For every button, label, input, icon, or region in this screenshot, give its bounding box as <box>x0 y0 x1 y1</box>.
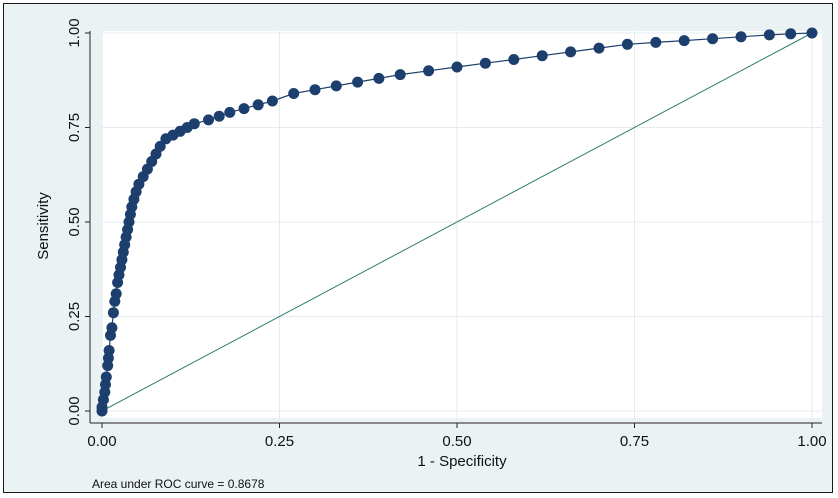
roc-point <box>451 61 463 73</box>
roc-point <box>806 27 818 39</box>
x-tick-label: 0.25 <box>265 433 294 450</box>
roc-chart: 0.00 0.25 0.50 0.75 1.00 0.00 0.25 0.50 0.75 1.0… <box>35 18 827 491</box>
roc-point <box>565 46 577 58</box>
x-tick-label: 0.75 <box>620 433 649 450</box>
roc-point <box>107 307 119 319</box>
chart-frame: 0.00 0.25 0.50 0.75 1.00 0.00 0.25 0.50 0.75 1.0… <box>3 3 833 493</box>
y-tick-label: 0.00 <box>66 396 83 425</box>
roc-point <box>650 36 662 48</box>
grid-lines <box>101 31 822 418</box>
plot-area <box>102 31 822 418</box>
roc-point <box>252 99 264 111</box>
roc-point <box>621 38 633 50</box>
roc-point <box>508 54 520 65</box>
y-axis-label: Sensitivity <box>35 192 52 260</box>
auc-note: Area under ROC curve = 0.8678 <box>92 477 265 491</box>
roc-point <box>785 28 797 40</box>
x-tick-label: 0.00 <box>87 433 116 450</box>
roc-point <box>330 80 342 92</box>
roc-point <box>394 69 406 81</box>
roc-point <box>288 88 300 99</box>
y-ticks: 0.00 0.25 0.50 0.75 1.00 <box>66 18 90 426</box>
roc-point <box>352 76 364 88</box>
x-tick-label: 0.50 <box>442 433 471 450</box>
roc-point <box>110 288 122 300</box>
reference-diagonal-line <box>101 32 813 412</box>
roc-point <box>213 110 225 122</box>
y-tick-label: 0.75 <box>66 113 83 142</box>
x-ticks: 0.00 0.25 0.50 0.75 1.00 <box>87 423 827 450</box>
roc-points <box>96 27 818 417</box>
roc-point <box>309 84 321 96</box>
roc-point <box>188 118 200 130</box>
roc-point <box>154 140 166 152</box>
roc-point <box>707 33 719 45</box>
y-tick-label: 0.50 <box>66 207 83 236</box>
roc-point <box>224 106 236 118</box>
roc-point <box>479 57 491 69</box>
y-tick-label: 0.25 <box>66 302 83 331</box>
roc-point <box>678 35 690 47</box>
roc-point <box>106 322 118 334</box>
roc-point <box>763 29 775 41</box>
x-axis-label: 1 - Specificity <box>417 453 507 470</box>
roc-point <box>373 72 385 84</box>
roc-point <box>593 42 605 54</box>
roc-point <box>536 50 548 62</box>
roc-point <box>103 345 115 356</box>
roc-point <box>238 103 250 115</box>
roc-point <box>423 65 435 77</box>
x-tick-label: 1.00 <box>797 433 826 450</box>
roc-point <box>203 114 214 126</box>
y-tick-label: 1.00 <box>66 18 83 47</box>
roc-point <box>735 31 747 43</box>
roc-point <box>266 95 278 107</box>
roc-point <box>100 371 112 383</box>
